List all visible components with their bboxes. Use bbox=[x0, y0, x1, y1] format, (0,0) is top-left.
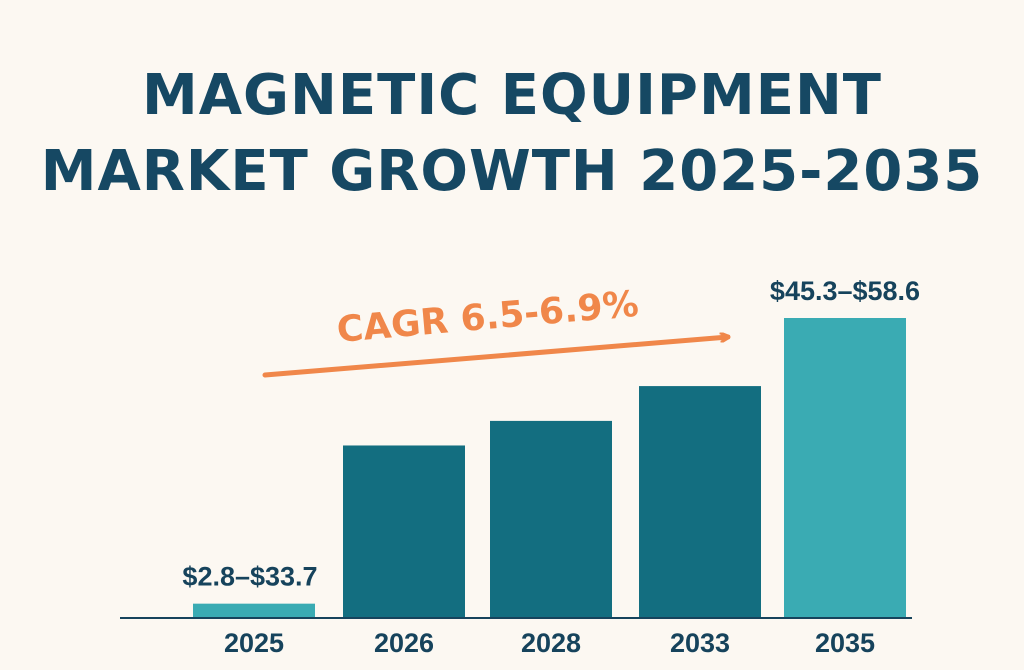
bar-2033 bbox=[639, 386, 761, 618]
bar-2026 bbox=[343, 445, 465, 618]
x-tick-label-2035: 2035 bbox=[815, 628, 875, 658]
cagr-arrow bbox=[262, 337, 731, 378]
chart-title-line-2: MARKET GROWTH 2025-2035 bbox=[40, 139, 984, 204]
bar-2028 bbox=[490, 420, 612, 618]
chart-title-line-1: MAGNETIC EQUIPMENT bbox=[141, 63, 883, 128]
x-tick-label-2028: 2028 bbox=[521, 628, 581, 658]
bar-2035 bbox=[784, 318, 906, 618]
data-labels: $2.8–$33.7 $45.3–$58.6 bbox=[182, 276, 920, 592]
data-label-2035: $45.3–$58.6 bbox=[770, 276, 920, 306]
data-label-2025: $2.8–$33.7 bbox=[182, 562, 317, 592]
x-tick-label-2033: 2033 bbox=[670, 628, 730, 658]
x-tick-label-2026: 2026 bbox=[374, 628, 434, 658]
cagr-annotation: CAGR 6.5-6.9% bbox=[335, 284, 640, 351]
x-tick-labels: 2025 2026 2028 2033 2035 bbox=[224, 628, 875, 658]
chart-title: MAGNETIC EQUIPMENT MARKET GROWTH 2025-20… bbox=[0, 58, 1024, 210]
bar-2025 bbox=[193, 603, 315, 618]
bars-layer bbox=[193, 318, 906, 618]
x-tick-label-2025: 2025 bbox=[224, 628, 284, 658]
